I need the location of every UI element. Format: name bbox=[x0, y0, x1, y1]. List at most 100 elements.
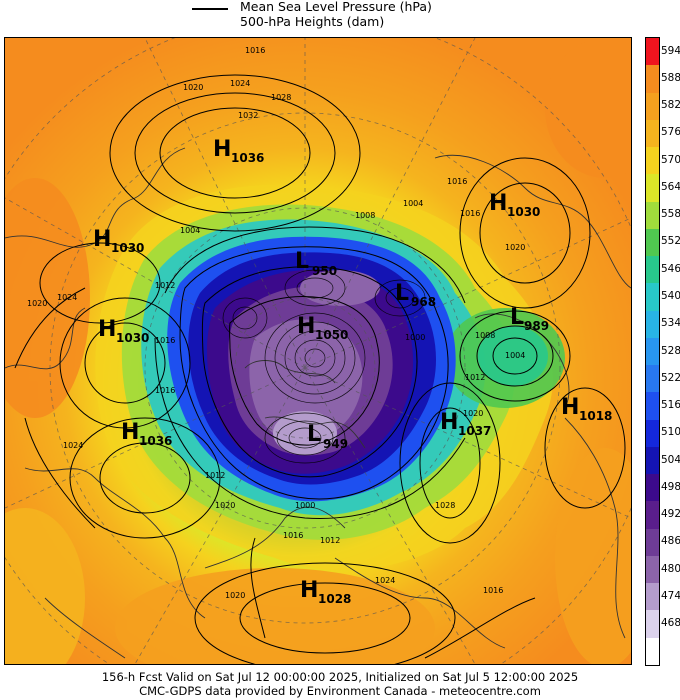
colorbar-segment bbox=[646, 201, 659, 229]
isobar-label: 1028 bbox=[435, 501, 455, 510]
pressure-center-value: 1030 bbox=[507, 205, 540, 219]
isobar-label: 1024 bbox=[230, 79, 250, 88]
colorbar-segment bbox=[646, 365, 659, 393]
colorbar-label: 594 bbox=[661, 44, 680, 57]
colorbar-label: 480 bbox=[661, 562, 680, 575]
pressure-center-value: 1050 bbox=[315, 328, 348, 342]
colorbar-label: 582 bbox=[661, 99, 680, 112]
colorbar-segment bbox=[646, 474, 659, 502]
colorbar-segment bbox=[646, 310, 659, 338]
pressure-center-letter: L bbox=[510, 305, 524, 330]
isobar-label: 1032 bbox=[238, 111, 258, 120]
isobar-label: 1024 bbox=[63, 441, 83, 450]
isobar-label: 1008 bbox=[355, 211, 375, 220]
isobar-labels: 1016 1020 1024 1028 1032 1016 1004 1008 … bbox=[27, 46, 525, 600]
coastlines bbox=[5, 147, 631, 659]
isobar-label: 1016 bbox=[283, 531, 303, 540]
isobar-label: 1012 bbox=[320, 536, 340, 545]
data-credit: CMC-GDPS data provided by Environment Ca… bbox=[139, 684, 541, 698]
isobar-label: 1028 bbox=[271, 93, 291, 102]
isobar-label: 1000 bbox=[295, 501, 315, 510]
pressure-center-value: 950 bbox=[312, 264, 337, 278]
colorbar-label: 558 bbox=[661, 208, 680, 221]
pressure-center-letter: H bbox=[121, 420, 139, 445]
pressure-center-letter: H bbox=[213, 137, 231, 162]
isobar-label: 1020 bbox=[225, 591, 245, 600]
pressure-center-letter: H bbox=[561, 395, 579, 420]
pressure-center-letter: H bbox=[297, 314, 315, 339]
colorbar-segment bbox=[646, 256, 659, 284]
map-legend-header: Mean Sea Level Pressure (hPa) 500-hPa He… bbox=[192, 0, 492, 32]
colorbar-label: 516 bbox=[661, 399, 680, 412]
colorbar-segment bbox=[646, 92, 659, 120]
isobar-label: 1016 bbox=[483, 586, 503, 595]
legend-pressure-label: Mean Sea Level Pressure (hPa) bbox=[240, 0, 432, 14]
isobar-line-sample bbox=[192, 8, 228, 10]
pressure-center-value: 989 bbox=[524, 319, 549, 333]
colorbar-label: 534 bbox=[661, 317, 680, 330]
isobar-label: 1004 bbox=[180, 226, 200, 235]
colorbar-label: 540 bbox=[661, 289, 680, 302]
pressure-center-value: 1028 bbox=[318, 592, 351, 606]
isobar-label: 1024 bbox=[57, 293, 77, 302]
colorbar-segment bbox=[646, 65, 659, 93]
colorbar-label: 576 bbox=[661, 126, 680, 139]
warm-height-patches bbox=[5, 38, 631, 664]
forecast-valid-time: 156-h Fcst Valid on Sat Jul 12 00:00:00 … bbox=[101, 670, 579, 684]
colorbar-segment bbox=[646, 337, 659, 366]
pressure-center-letter: L bbox=[307, 422, 321, 447]
colorbar-label: 570 bbox=[661, 153, 680, 166]
colorbar-label: 504 bbox=[661, 453, 680, 466]
height-colorbar bbox=[645, 37, 660, 666]
isobar-label: 1020 bbox=[27, 299, 47, 308]
colorbar-segment bbox=[646, 228, 659, 257]
legend-height-label: 500-hPa Heights (dam) bbox=[240, 14, 385, 29]
pressure-center-letter: H bbox=[98, 317, 116, 342]
isobar-label: 1016 bbox=[245, 46, 265, 55]
colorbar-label: 510 bbox=[661, 426, 680, 439]
colorbar-segment bbox=[646, 610, 659, 638]
colorbar-segment bbox=[646, 119, 659, 148]
colorbar-label: 522 bbox=[661, 371, 680, 384]
pressure-center-letter: H bbox=[300, 578, 318, 603]
colorbar-label: 564 bbox=[661, 180, 680, 193]
isobar-label: 1012 bbox=[465, 373, 485, 382]
deep-low-contours bbox=[222, 269, 426, 464]
isobar-label: 1012 bbox=[205, 471, 225, 480]
pressure-center-letter: L bbox=[395, 281, 409, 306]
low-height-core bbox=[167, 236, 456, 502]
isobars bbox=[14, 74, 626, 664]
isobar-label: 1004 bbox=[505, 351, 525, 360]
isobar-label: 1016 bbox=[155, 336, 175, 345]
colorbar-label: 552 bbox=[661, 235, 680, 248]
pressure-centers: H 1036 H 1030 H 1030 H 1030 H 1036 H 103… bbox=[93, 137, 612, 606]
pressure-center-letter: H bbox=[489, 191, 507, 216]
colorbar-segment bbox=[646, 174, 659, 202]
colorbar-label: 492 bbox=[661, 508, 680, 521]
colorbar-segment bbox=[646, 392, 659, 420]
colorbar-segment bbox=[646, 501, 659, 529]
isobar-label: 1020 bbox=[215, 501, 235, 510]
weather-map-canvas: 1016 1020 1024 1028 1032 1016 1004 1008 … bbox=[5, 38, 631, 664]
pressure-center-value: 1018 bbox=[579, 409, 612, 423]
colorbar-label: 468 bbox=[661, 617, 680, 630]
isobar-label: 1012 bbox=[155, 281, 175, 290]
colorbar-label: 546 bbox=[661, 262, 680, 275]
isobar-label: 1020 bbox=[183, 83, 203, 92]
isobar-label: 1020 bbox=[463, 409, 483, 418]
colorbar-segment bbox=[646, 583, 659, 611]
isobar-label: 1020 bbox=[505, 243, 525, 252]
weather-map: 1016 1020 1024 1028 1032 1016 1004 1008 … bbox=[4, 37, 632, 665]
pressure-center-value: 1037 bbox=[458, 424, 491, 438]
colorbar-segment bbox=[646, 528, 659, 556]
isobar-label: 1008 bbox=[475, 331, 495, 340]
isobar-label: 1000 bbox=[405, 333, 425, 342]
colorbar-label: 474 bbox=[661, 589, 680, 602]
isobar-label: 1016 bbox=[155, 386, 175, 395]
colorbar-label: 528 bbox=[661, 344, 680, 357]
pressure-center-value: 1030 bbox=[116, 331, 149, 345]
colorbar-segment bbox=[646, 446, 659, 475]
colorbar-segment bbox=[646, 637, 659, 665]
colorbar-segment bbox=[646, 147, 659, 175]
isobar-label: 1016 bbox=[460, 209, 480, 218]
